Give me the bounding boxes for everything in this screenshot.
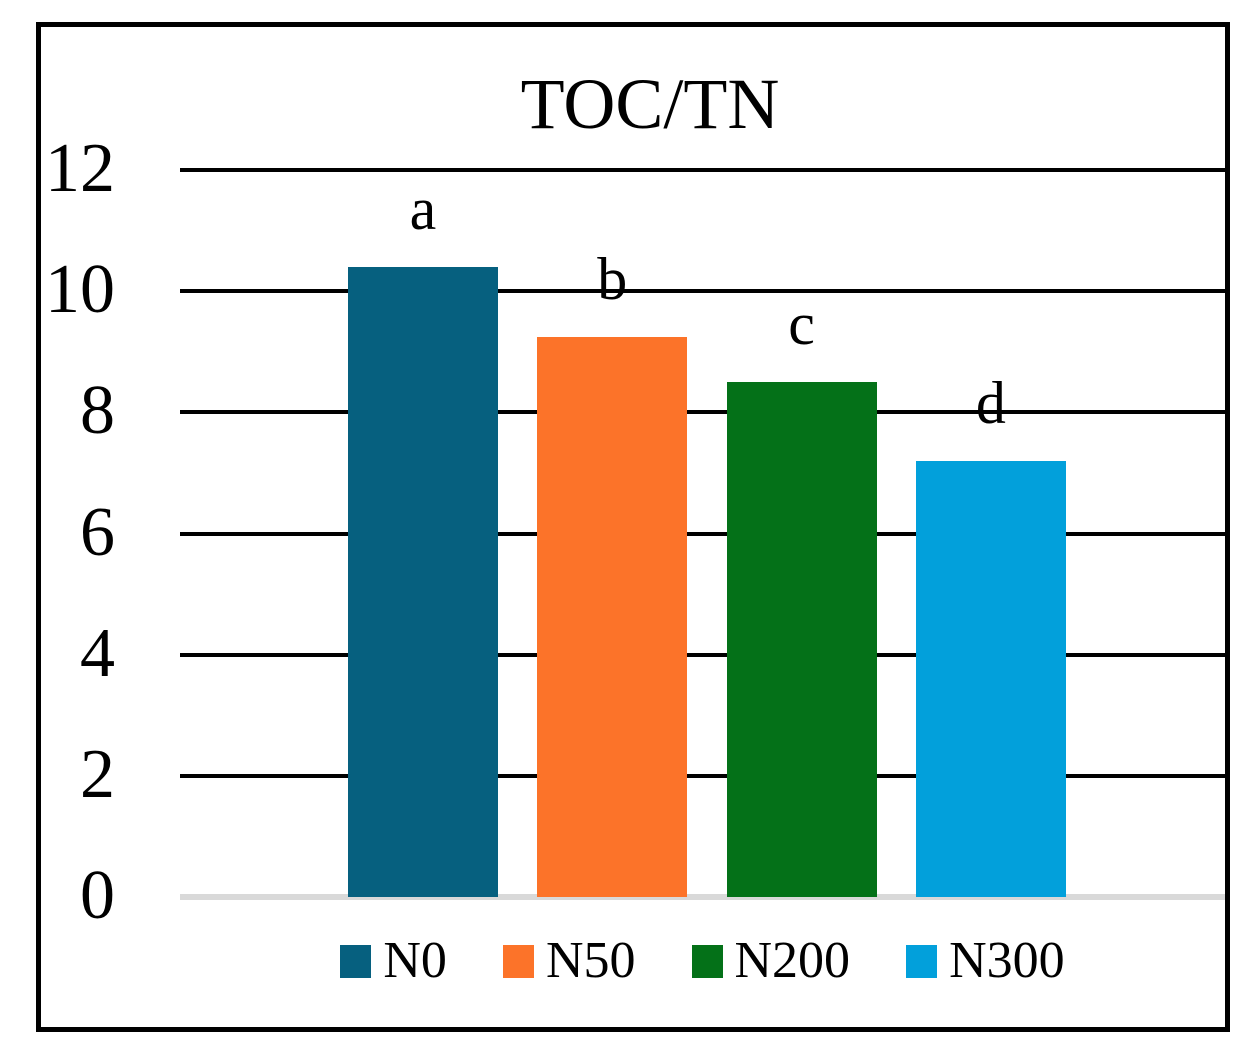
legend-swatch-N50 [502,944,534,978]
significance-letter-N0: a [409,175,437,242]
gridline-y-6 [180,531,1225,536]
chart-outer-border [36,22,1230,1032]
legend-item-N300: N300 [906,935,1065,987]
bar-N200 [726,382,877,897]
y-tick-label-10: 10 [45,251,115,329]
bar-N50 [537,336,688,897]
significance-letter-N200: c [788,291,815,358]
legend-label-N50: N50 [545,932,636,989]
legend-item-N200: N200 [691,932,851,989]
gridline-y-10 [180,289,1225,294]
significance-letter-N300: d [975,369,1006,436]
y-tick-label-4: 4 [80,614,115,692]
gridline-y-12 [180,168,1225,172]
legend-label-N0: N0 [383,932,447,989]
significance-letter-N50: b [597,245,628,312]
bar-N0 [348,266,498,897]
legend-label-N200: N200 [734,932,851,989]
y-tick-label-0: 0 [80,857,115,934]
legend-label-N300: N300 [949,932,1065,989]
y-tick-label-6: 6 [80,493,115,571]
legend-swatch-N0 [340,944,372,978]
legend-item-N0: N0 [340,935,447,987]
bar-N300 [915,460,1066,897]
gridline-y-4 [180,652,1225,657]
y-tick-label-2: 2 [80,735,115,813]
legend-item-N50: N50 [502,932,636,989]
legend-swatch-N200 [691,944,723,978]
gridline-y-2 [180,773,1225,778]
y-tick-label-12: 12 [45,130,115,207]
chart-title: TOC/TN [520,64,780,144]
legend: N0 N50 N200 N300 [180,932,1225,989]
gridline-y-8 [180,410,1225,415]
x-axis-baseline [180,894,1225,900]
legend-swatch-N300 [906,944,938,978]
y-tick-label-8: 8 [80,372,115,450]
